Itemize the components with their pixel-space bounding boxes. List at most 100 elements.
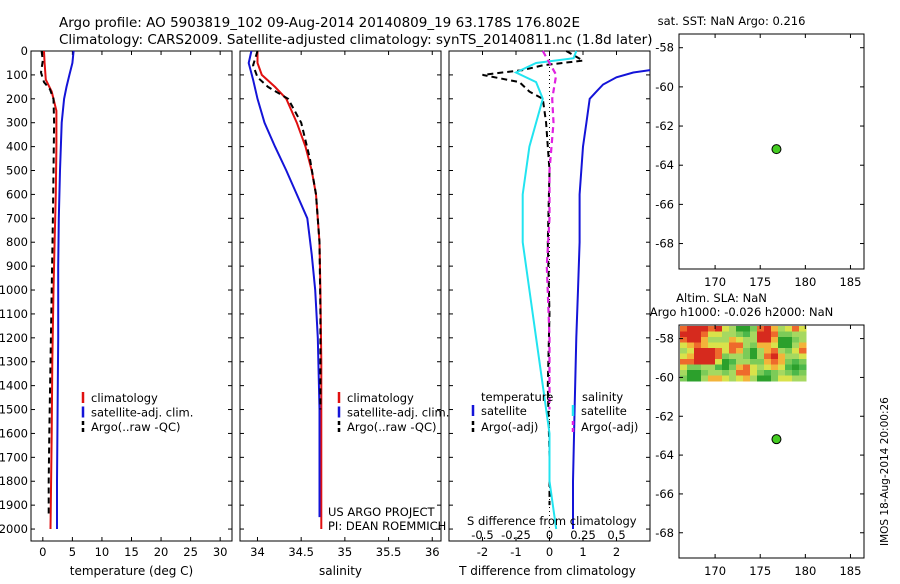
- series-line-sal-satellite: [513, 50, 578, 530]
- sla-heatmap-cell: [680, 337, 688, 343]
- series-line-satellite: [56, 50, 75, 529]
- legend-title-temperature: temperature: [481, 390, 553, 404]
- sla-heatmap-cell: [736, 342, 744, 349]
- sla-heatmap-cell: [778, 364, 786, 371]
- pi-annotation: PI: DEAN ROEMMICH: [328, 519, 446, 533]
- sla-heatmap-cell: [785, 375, 793, 382]
- sla-heatmap-cell: [701, 359, 709, 365]
- legend-label: satellite-adj. clim.: [347, 406, 449, 420]
- sla-heatmap-cell: [715, 364, 723, 371]
- sla-heatmap-cell: [694, 375, 702, 382]
- map-x-tick-label-sla: 180: [794, 564, 816, 578]
- map-y-tick-label-sst: -58: [655, 41, 674, 55]
- sla-heatmap-cell: [729, 331, 737, 338]
- sla-heatmap-cell: [680, 331, 688, 338]
- map-y-tick-label-sla: -68: [655, 526, 674, 540]
- x-tick-label-temp: 20: [154, 545, 169, 559]
- sla-heatmap-cell: [694, 359, 702, 365]
- sla-heatmap-cell: [764, 342, 772, 349]
- sla-heatmap-cell: [792, 331, 800, 338]
- sla-heatmap-cell: [750, 359, 758, 365]
- sla-heatmap-cell: [778, 331, 786, 338]
- sla-heatmap-cell: [792, 342, 800, 349]
- x-axis-label-t-diff: T difference from climatology: [458, 564, 636, 578]
- sla-heatmap-cell: [694, 370, 702, 376]
- sla-heatmap-cell: [778, 375, 786, 382]
- sla-heatmap-cell: [750, 348, 758, 354]
- sla-heatmap-cell: [722, 337, 730, 343]
- sla-heatmap-cell: [722, 364, 730, 371]
- x-axis-label-sal: salinity: [319, 564, 362, 578]
- sla-heatmap-cell: [743, 359, 751, 365]
- sla-heatmap-cell: [687, 326, 695, 332]
- sla-heatmap-cell: [757, 342, 765, 349]
- map-y-tick-label-sst: -64: [655, 158, 674, 172]
- sla-heatmap-cell: [715, 337, 723, 343]
- sla-heatmap-cell: [722, 353, 730, 360]
- sla-heatmap-cell: [785, 364, 793, 371]
- sla-heatmap-cell: [771, 337, 779, 343]
- sla-heatmap-cell: [778, 348, 786, 354]
- sla-heatmap-cell: [771, 353, 779, 360]
- plots-layer: 0 5 10 15 20 25 300100200300400500600700800900…: [0, 14, 865, 578]
- sla-heatmap-cell: [785, 359, 793, 365]
- depth-tick-label: 500: [6, 164, 28, 178]
- sla-heatmap-cell: [771, 342, 779, 349]
- legend-label: Argo(-adj): [581, 420, 638, 434]
- sla-heatmap-cell: [722, 348, 730, 354]
- sla-heatmap-cell: [771, 364, 779, 371]
- x-tick-label-temp: 10: [95, 545, 110, 559]
- map-y-tick-label-sla: -64: [655, 448, 674, 462]
- sla-heatmap-cell: [708, 359, 716, 365]
- project-annotation: US ARGO PROJECT: [328, 505, 436, 519]
- sla-heatmap-cell: [799, 331, 807, 338]
- sla-heatmap-cell: [771, 331, 779, 338]
- legend-label: climatology: [91, 391, 158, 405]
- sla-heatmap-cell: [792, 353, 800, 360]
- depth-tick-label: 400: [6, 140, 28, 154]
- sla-heatmap-cell: [750, 342, 758, 349]
- sla-heatmap-cell: [736, 326, 744, 332]
- map-x-tick-label-sst: 170: [704, 275, 726, 289]
- sla-heatmap-cell: [764, 337, 772, 343]
- x-tick-label-temp: 15: [124, 545, 139, 559]
- sla-heatmap-cell: [799, 342, 807, 349]
- sla-heatmap-cell: [778, 353, 786, 360]
- sla-heatmap-cell: [736, 359, 744, 365]
- sla-heatmap-cell: [743, 342, 751, 349]
- map-y-tick-label-sst: -62: [655, 119, 674, 133]
- sla-heatmap-cell: [701, 370, 709, 376]
- figure-title-line2: Climatology: CARS2009. Satellite-adjuste…: [59, 32, 652, 48]
- x-tick-label-sal: 35.5: [376, 545, 402, 559]
- map-x-tick-label-sst: 175: [749, 275, 771, 289]
- sla-heatmap-cell: [743, 331, 751, 338]
- sla-heatmap-cell: [694, 342, 702, 349]
- sla-heatmap-cell: [764, 353, 772, 360]
- sla-heatmap-cell: [778, 342, 786, 349]
- depth-tick-label: 600: [6, 187, 28, 201]
- sst-map-title: sat. SST: NaN Argo: 0.216: [658, 14, 806, 28]
- series-line-satellite: [247, 50, 321, 518]
- sla-heatmap-cell: [750, 331, 758, 338]
- sla-heatmap-cell: [778, 359, 786, 365]
- x-axis-label-temp: temperature (deg C): [70, 564, 193, 578]
- sla-heatmap-cell: [785, 326, 793, 332]
- sla-heatmap-cell: [799, 326, 807, 332]
- sla-heatmap-cell: [715, 370, 723, 376]
- plot-frame-sal: [239, 50, 442, 542]
- sla-heatmap-cell: [743, 353, 751, 360]
- sla-heatmap-cell: [778, 370, 786, 376]
- sla-heatmap-cell: [708, 326, 716, 332]
- sla-heatmap-cell: [722, 359, 730, 365]
- map-frame-sst: [678, 33, 865, 270]
- sla-heatmap-cell: [708, 337, 716, 343]
- depth-tick-label: 200: [6, 92, 28, 106]
- depth-tick-label: 800: [6, 235, 28, 249]
- sla-heatmap-cell: [778, 326, 786, 332]
- sla-heatmap-cell: [757, 348, 765, 354]
- sla-heatmap-cell: [743, 348, 751, 354]
- series-line-sal-argo: [541, 50, 558, 410]
- sla-heatmap-cell: [715, 342, 723, 349]
- map-y-tick-label-sla: -60: [655, 370, 674, 384]
